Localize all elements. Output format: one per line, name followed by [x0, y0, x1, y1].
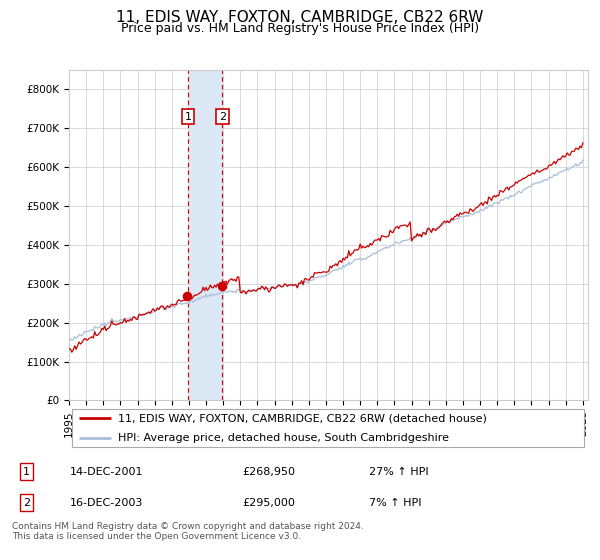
Text: 27% ↑ HPI: 27% ↑ HPI — [369, 466, 429, 477]
Text: £295,000: £295,000 — [242, 497, 295, 507]
Text: £268,950: £268,950 — [242, 466, 295, 477]
FancyBboxPatch shape — [71, 409, 584, 447]
Text: 1: 1 — [23, 466, 30, 477]
Text: HPI: Average price, detached house, South Cambridgeshire: HPI: Average price, detached house, Sout… — [118, 433, 449, 443]
Bar — [188, 70, 223, 400]
Text: 2: 2 — [219, 111, 226, 122]
Text: 11, EDIS WAY, FOXTON, CAMBRIDGE, CB22 6RW (detached house): 11, EDIS WAY, FOXTON, CAMBRIDGE, CB22 6R… — [118, 413, 487, 423]
Point — [217, 281, 227, 290]
Text: 2: 2 — [23, 497, 30, 507]
Text: 14-DEC-2001: 14-DEC-2001 — [70, 466, 143, 477]
Text: 7% ↑ HPI: 7% ↑ HPI — [369, 497, 422, 507]
Text: Contains HM Land Registry data © Crown copyright and database right 2024.
This d: Contains HM Land Registry data © Crown c… — [12, 522, 364, 542]
Text: 16-DEC-2003: 16-DEC-2003 — [70, 497, 143, 507]
Point — [182, 291, 192, 300]
Text: Price paid vs. HM Land Registry's House Price Index (HPI): Price paid vs. HM Land Registry's House … — [121, 22, 479, 35]
Text: 11, EDIS WAY, FOXTON, CAMBRIDGE, CB22 6RW: 11, EDIS WAY, FOXTON, CAMBRIDGE, CB22 6R… — [116, 10, 484, 25]
Text: 1: 1 — [185, 111, 191, 122]
